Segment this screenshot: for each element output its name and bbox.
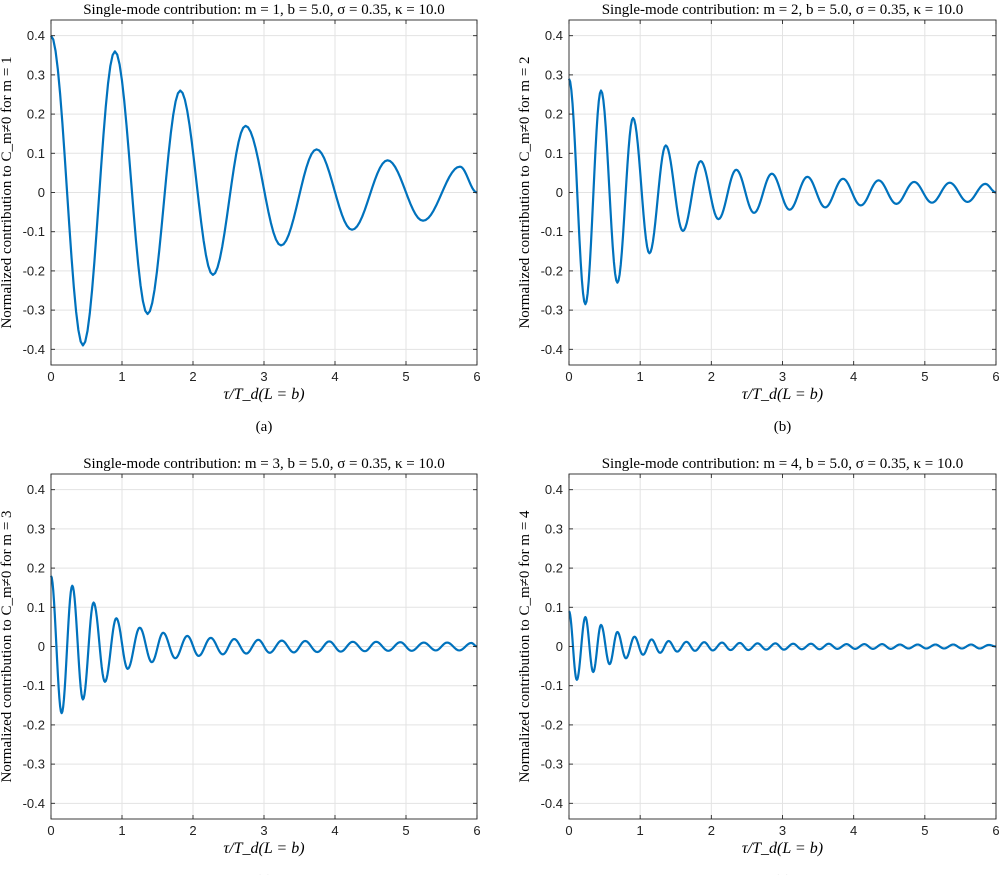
panel-caption: (d) bbox=[774, 873, 792, 875]
series-line bbox=[568, 610, 997, 681]
panel-caption: (a) bbox=[256, 419, 273, 435]
y-tick-label: 0 bbox=[556, 639, 563, 654]
y-tick-label: -0.1 bbox=[23, 678, 45, 693]
y-tick-label: -0.4 bbox=[541, 342, 563, 357]
series-line bbox=[567, 78, 997, 306]
x-tick-label: 5 bbox=[402, 369, 409, 384]
x-tick-label: 4 bbox=[331, 369, 338, 384]
x-tick-label: 2 bbox=[708, 823, 715, 838]
chart-title: Single-mode contribution: m = 4, b = 5.0… bbox=[602, 456, 964, 472]
y-axis-label: Normalized contribution to C_m≠0 for m =… bbox=[0, 56, 15, 328]
y-tick-label: 0.1 bbox=[545, 600, 563, 615]
x-tick-label: 6 bbox=[473, 823, 480, 838]
series-line bbox=[50, 35, 478, 347]
x-tick-label: 6 bbox=[473, 369, 480, 384]
x-tick-label: 5 bbox=[921, 369, 928, 384]
y-tick-label: -0.1 bbox=[23, 224, 45, 239]
x-tick-label: 4 bbox=[331, 823, 338, 838]
y-tick-label: -0.4 bbox=[541, 796, 563, 811]
chart-title: Single-mode contribution: m = 1, b = 5.0… bbox=[83, 2, 445, 18]
x-axis-label: τ/T_d(L = b) bbox=[742, 386, 823, 403]
x-tick-label: 4 bbox=[850, 369, 857, 384]
x-tick-label: 0 bbox=[565, 369, 572, 384]
y-tick-label: 0.2 bbox=[27, 107, 45, 122]
y-tick-label: 0.4 bbox=[545, 28, 563, 43]
y-tick-label: -0.2 bbox=[23, 717, 45, 732]
y-axis-label: Normalized contribution to C_m≠0 for m =… bbox=[517, 56, 533, 328]
x-axis-label: τ/T_d(L = b) bbox=[223, 386, 304, 403]
y-tick-label: -0.3 bbox=[541, 757, 563, 772]
x-tick-label: 4 bbox=[850, 823, 857, 838]
y-tick-label: 0.4 bbox=[27, 482, 45, 497]
y-tick-label: 0.2 bbox=[545, 107, 563, 122]
chart-title: Single-mode contribution: m = 3, b = 5.0… bbox=[83, 456, 445, 472]
y-tick-label: 0.3 bbox=[545, 67, 563, 82]
y-tick-label: 0.2 bbox=[27, 561, 45, 576]
y-tick-label: 0.3 bbox=[27, 67, 45, 82]
x-tick-label: 2 bbox=[708, 369, 715, 384]
y-tick-label: 0 bbox=[556, 185, 563, 200]
chart-panel-4: 0 1 2 3 4 5 6 -0.4 -0.3 -0.2 -0.1 0 0.1 0.2 0.3 0.4 Sing… bbox=[517, 456, 1000, 875]
y-tick-label: -0.4 bbox=[23, 342, 45, 357]
x-tick-label: 1 bbox=[118, 823, 125, 838]
y-tick-label: -0.2 bbox=[23, 263, 45, 278]
x-tick-label: 2 bbox=[189, 823, 196, 838]
x-tick-label: 3 bbox=[260, 823, 267, 838]
y-tick-label: 0 bbox=[38, 185, 45, 200]
y-tick-label: 0.3 bbox=[27, 521, 45, 536]
chart-panel-1: 0 1 2 3 4 5 6 -0.4 -0.3 -0.2 -0.1 0 0.1 0.2 0.3 0.4 Sing… bbox=[0, 2, 481, 435]
x-tick-label: 0 bbox=[565, 823, 572, 838]
chart-panel-2: 0 1 2 3 4 5 6 -0.4 -0.3 -0.2 -0.1 0 0.1 0.2 0.3 0.4 Sing… bbox=[517, 2, 1000, 435]
y-tick-label: -0.1 bbox=[541, 678, 563, 693]
x-tick-label: 6 bbox=[992, 823, 999, 838]
x-axis-label: τ/T_d(L = b) bbox=[742, 840, 823, 857]
y-tick-label: -0.2 bbox=[541, 717, 563, 732]
y-tick-label: 0.1 bbox=[27, 600, 45, 615]
y-tick-label: -0.1 bbox=[541, 224, 563, 239]
x-tick-label: 5 bbox=[402, 823, 409, 838]
y-tick-label: -0.3 bbox=[23, 757, 45, 772]
panel-caption: (c) bbox=[256, 873, 273, 875]
x-tick-label: 3 bbox=[779, 823, 786, 838]
y-tick-label: 0.1 bbox=[545, 146, 563, 161]
x-tick-label: 3 bbox=[260, 369, 267, 384]
x-axis-label: τ/T_d(L = b) bbox=[223, 840, 304, 857]
y-axis-label: Normalized contribution to C_m≠0 for m =… bbox=[0, 510, 15, 782]
y-tick-label: -0.3 bbox=[541, 303, 563, 318]
panel-caption: (b) bbox=[774, 419, 792, 435]
x-tick-label: 5 bbox=[921, 823, 928, 838]
y-tick-label: -0.2 bbox=[541, 263, 563, 278]
x-tick-label: 1 bbox=[118, 369, 125, 384]
x-tick-label: 0 bbox=[47, 823, 54, 838]
x-tick-label: 3 bbox=[779, 369, 786, 384]
chart-title: Single-mode contribution: m = 2, b = 5.0… bbox=[602, 2, 964, 18]
y-tick-label: -0.4 bbox=[23, 796, 45, 811]
y-tick-label: 0.1 bbox=[27, 146, 45, 161]
y-tick-label: 0.4 bbox=[27, 28, 45, 43]
x-tick-label: 1 bbox=[637, 823, 644, 838]
y-axis-label: Normalized contribution to C_m≠0 for m =… bbox=[517, 510, 533, 783]
chart-panel-3: 0 1 2 3 4 5 6 -0.4 -0.3 -0.2 -0.1 0 0.1 0.2 0.3 0.4 Sing… bbox=[0, 456, 481, 875]
series-line bbox=[49, 575, 478, 715]
y-tick-label: -0.3 bbox=[23, 303, 45, 318]
y-tick-label: 0.3 bbox=[545, 521, 563, 536]
x-tick-label: 2 bbox=[189, 369, 196, 384]
x-tick-label: 0 bbox=[47, 369, 54, 384]
y-tick-label: 0.2 bbox=[545, 561, 563, 576]
y-tick-label: 0.4 bbox=[545, 482, 563, 497]
y-tick-label: 0 bbox=[38, 639, 45, 654]
x-tick-label: 6 bbox=[992, 369, 999, 384]
x-tick-label: 1 bbox=[637, 369, 644, 384]
